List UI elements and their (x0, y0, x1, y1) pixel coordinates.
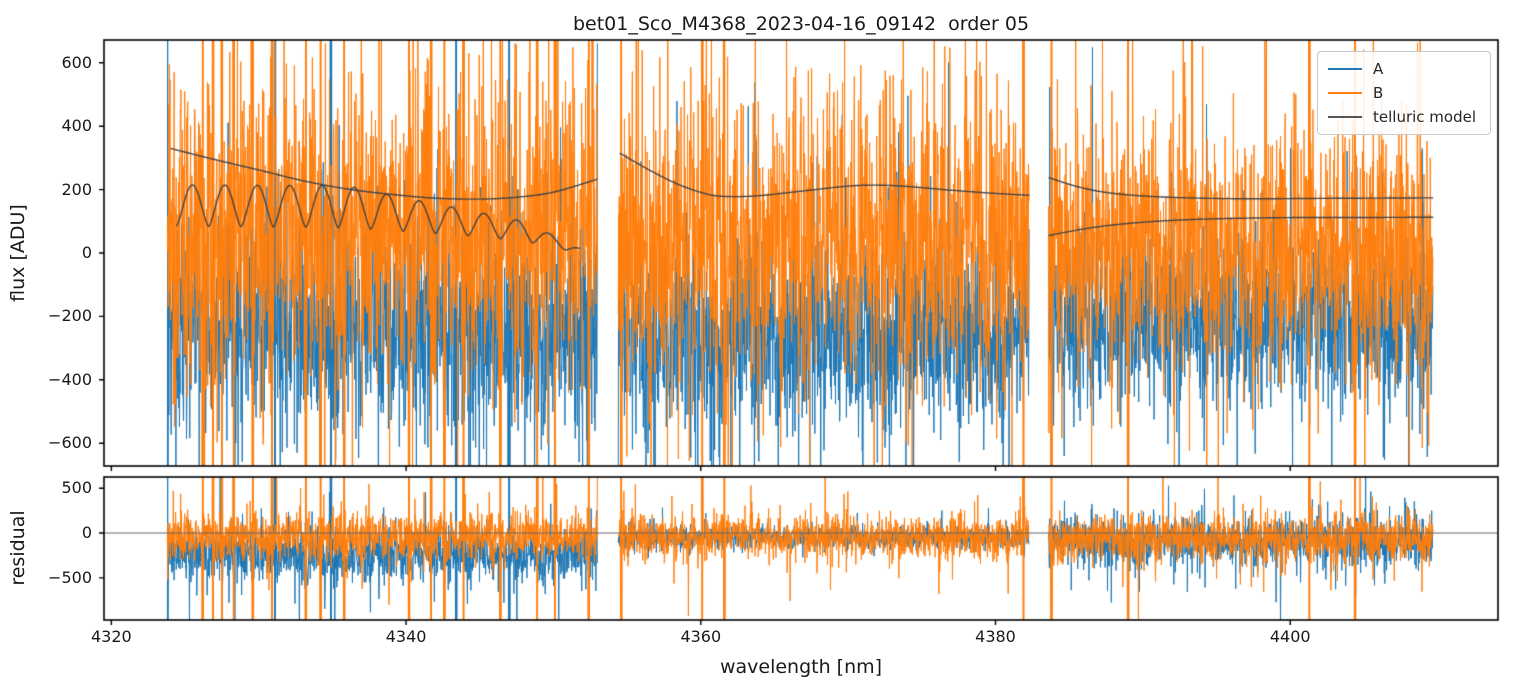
figure-title: bet01_Sco_M4368_2023-04-16_09142 order 0… (572, 13, 1030, 35)
legend-label: B (1373, 84, 1384, 102)
y-tick-label-flux-400: 400 (61, 116, 92, 136)
x-tick-label-4380: 4380 (975, 627, 1016, 646)
legend-label: A (1373, 60, 1384, 78)
x-tick-label-4400: 4400 (1269, 627, 1311, 646)
legend-line-swatch (1328, 68, 1362, 70)
legend-line-swatch (1328, 116, 1362, 118)
y-tick-label-residual--500: −500 (48, 567, 92, 587)
y-tick-label-flux--400: −400 (48, 369, 92, 389)
legend-line-swatch (1328, 92, 1362, 94)
legend-entry-telluric-model: telluric model (1328, 108, 1480, 126)
x-tick-label-4340: 4340 (385, 627, 427, 646)
y-tick-label-flux-200: 200 (61, 179, 92, 199)
y-tick-label-residual-500: 500 (61, 478, 92, 498)
y-tick-label-residual-0: 0 (81, 523, 92, 543)
y-tick-label-flux-600: 600 (61, 52, 92, 72)
legend-entry-a: A (1328, 60, 1480, 78)
legend-label: telluric model (1373, 108, 1477, 126)
legend-entry-b: B (1328, 84, 1480, 102)
y-tick-label-flux-0: 0 (81, 243, 92, 262)
wavelength-axis-label: wavelength [nm] (719, 656, 883, 678)
x-tick-label-4360: 4360 (680, 627, 722, 646)
x-tick-label-4320: 4320 (91, 627, 132, 646)
y-tick-label-flux--600: −600 (48, 433, 92, 453)
y-tick-label-flux--200: −200 (48, 306, 92, 326)
